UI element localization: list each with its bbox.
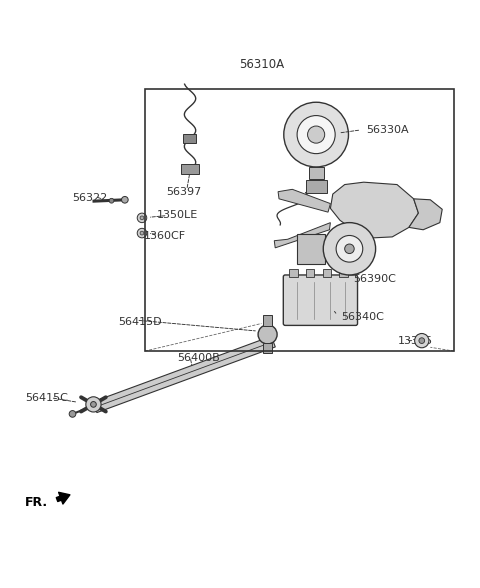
Polygon shape bbox=[330, 182, 419, 238]
Circle shape bbox=[258, 325, 277, 344]
Text: FR.: FR. bbox=[25, 496, 48, 509]
Text: 56415D: 56415D bbox=[119, 316, 162, 326]
Text: 56400B: 56400B bbox=[177, 353, 220, 363]
Bar bbox=[263, 315, 272, 326]
Circle shape bbox=[345, 244, 354, 253]
Circle shape bbox=[121, 196, 128, 203]
Circle shape bbox=[297, 116, 335, 153]
Text: 56397: 56397 bbox=[166, 187, 202, 197]
Bar bbox=[180, 163, 199, 174]
Circle shape bbox=[140, 231, 144, 235]
Circle shape bbox=[336, 235, 363, 262]
Bar bbox=[339, 269, 348, 277]
Text: 56322: 56322 bbox=[72, 193, 108, 203]
Circle shape bbox=[69, 410, 76, 417]
Text: 56340C: 56340C bbox=[341, 312, 384, 322]
Bar bbox=[183, 133, 196, 143]
Circle shape bbox=[284, 102, 348, 167]
Circle shape bbox=[137, 213, 147, 223]
Bar bbox=[306, 269, 314, 277]
Text: 56415C: 56415C bbox=[25, 393, 68, 403]
Text: 1360CF: 1360CF bbox=[144, 231, 186, 241]
Bar bbox=[323, 269, 331, 277]
Circle shape bbox=[109, 198, 114, 203]
Text: 56390C: 56390C bbox=[353, 274, 396, 284]
Circle shape bbox=[419, 338, 425, 343]
Text: 56310A: 56310A bbox=[239, 58, 284, 71]
Polygon shape bbox=[93, 336, 276, 413]
Text: 13385: 13385 bbox=[398, 336, 433, 346]
Circle shape bbox=[323, 223, 376, 275]
Text: 56330A: 56330A bbox=[366, 125, 409, 135]
Bar bbox=[309, 167, 324, 179]
Circle shape bbox=[137, 228, 147, 238]
Bar bbox=[306, 181, 326, 193]
Bar bbox=[297, 233, 324, 264]
Circle shape bbox=[86, 397, 101, 412]
Bar bbox=[145, 89, 454, 351]
Circle shape bbox=[308, 126, 324, 143]
Polygon shape bbox=[409, 199, 442, 230]
FancyBboxPatch shape bbox=[283, 275, 358, 325]
Bar bbox=[289, 269, 298, 277]
Circle shape bbox=[415, 333, 429, 348]
Text: 1350LE: 1350LE bbox=[157, 211, 198, 220]
Bar bbox=[263, 343, 272, 353]
Circle shape bbox=[91, 402, 96, 407]
Polygon shape bbox=[278, 189, 330, 212]
Circle shape bbox=[140, 216, 144, 220]
FancyArrowPatch shape bbox=[56, 492, 70, 504]
Polygon shape bbox=[274, 223, 330, 248]
